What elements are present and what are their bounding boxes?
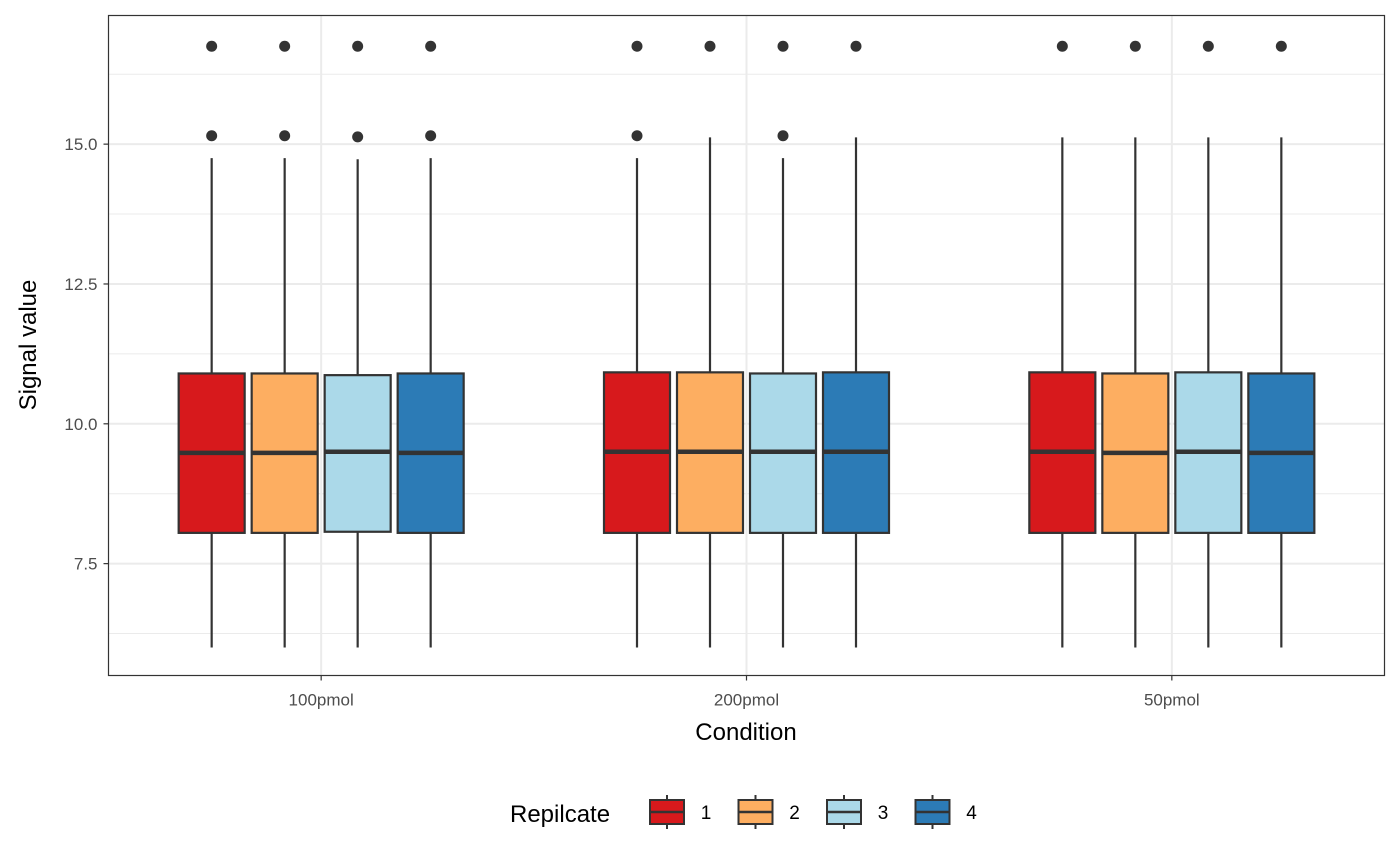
outlier-point xyxy=(425,40,437,52)
y-tick-label: 12.5 xyxy=(64,275,97,294)
y-axis: 7.5 10.0 12.5 15.0 xyxy=(64,135,109,574)
box-replicate-3-50pmol xyxy=(1174,40,1243,648)
y-axis-title: Signal value xyxy=(15,280,42,411)
major-gridlines xyxy=(108,15,1385,676)
box-replicate-1-50pmol xyxy=(1028,40,1097,648)
box-replicate-2-50pmol xyxy=(1101,40,1170,648)
legend-label: 4 xyxy=(966,803,977,824)
outlier-point xyxy=(1056,40,1068,52)
legend-item-4: 4 xyxy=(914,795,977,829)
y-tick-label: 15.0 xyxy=(64,135,97,154)
box-replicate-3-100pmol xyxy=(323,40,392,648)
y-tick-label: 7.5 xyxy=(74,555,98,574)
legend-item-1: 1 xyxy=(649,795,712,829)
box-replicate-4-100pmol xyxy=(396,40,465,648)
outlier-point xyxy=(279,40,291,52)
box-replicate-1-100pmol xyxy=(177,40,246,648)
outlier-point xyxy=(850,40,862,52)
x-tick-label: 50pmol xyxy=(1144,691,1200,710)
outlier-point xyxy=(631,130,643,142)
legend-label: 2 xyxy=(789,803,800,824)
box-replicate-2-100pmol xyxy=(250,40,319,648)
outlier-point xyxy=(1129,40,1141,52)
outlier-point xyxy=(352,131,364,143)
legend-title: Repilcate xyxy=(510,801,610,828)
outlier-point xyxy=(777,40,789,52)
outlier-point xyxy=(206,40,218,52)
x-axis: 100pmol 200pmol 50pmol xyxy=(289,675,1200,710)
outlier-point xyxy=(1202,40,1214,52)
legend: Repilcate 1 2 3 4 xyxy=(510,795,977,829)
x-tick-label: 200pmol xyxy=(714,691,779,710)
outlier-point xyxy=(279,130,291,142)
box-replicate-2-200pmol xyxy=(675,40,745,648)
box-replicate-4-200pmol xyxy=(821,40,891,648)
y-tick-label: 10.0 xyxy=(64,415,97,434)
outlier-point xyxy=(425,130,437,142)
legend-item-3: 3 xyxy=(826,795,889,829)
x-axis-title: Condition xyxy=(695,719,796,746)
outlier-point xyxy=(206,130,218,142)
box-replicate-4-50pmol xyxy=(1247,40,1316,648)
outlier-point xyxy=(704,40,716,52)
legend-label: 1 xyxy=(701,803,712,824)
outlier-point xyxy=(352,40,364,52)
boxes-layer xyxy=(177,40,1316,648)
outlier-point xyxy=(631,40,643,52)
box-replicate-3-200pmol xyxy=(748,40,818,648)
outlier-point xyxy=(777,130,789,142)
legend-label: 3 xyxy=(878,803,889,824)
x-tick-label: 100pmol xyxy=(289,691,354,710)
legend-item-2: 2 xyxy=(737,795,800,829)
box-replicate-1-200pmol xyxy=(602,40,672,648)
outlier-point xyxy=(1275,40,1287,52)
